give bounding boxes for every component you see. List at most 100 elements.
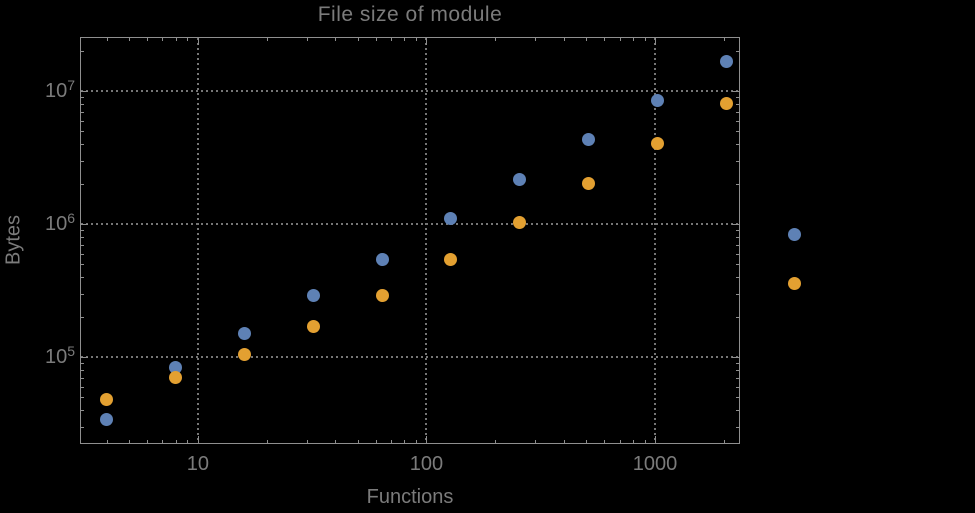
y-minor-tick (81, 409, 84, 411)
y-minor-tick (81, 51, 84, 53)
x-minor-tick (129, 38, 131, 41)
y-minor-tick (81, 143, 84, 145)
y-minor-tick (81, 236, 84, 238)
data-point-blue-series (375, 252, 389, 266)
data-point-blue-series (169, 360, 183, 374)
data-point-blue-series (306, 289, 320, 303)
data-point-blue-series (788, 227, 802, 241)
x-minor-tick (644, 38, 646, 41)
y-minor-tick (736, 397, 739, 399)
x-minor-tick (106, 38, 108, 41)
y-minor-tick (81, 386, 84, 388)
y-minor-tick (81, 230, 84, 232)
x-minor-tick (604, 440, 606, 443)
y-minor-tick (81, 276, 84, 278)
x-minor-tick (162, 38, 164, 41)
y-minor-tick (81, 397, 84, 399)
y-minor-tick (736, 230, 739, 232)
data-point-orange-series (169, 371, 183, 385)
y-minor-tick (736, 236, 739, 238)
x-minor-tick (723, 440, 725, 443)
x-minor-tick (375, 440, 377, 443)
x-minor-tick (535, 440, 537, 443)
x-minor-tick (404, 38, 406, 41)
data-point-orange-series (582, 176, 596, 190)
x-gridline (196, 38, 199, 443)
data-point-orange-series (788, 276, 802, 290)
chart-title: File size of module (317, 3, 503, 26)
x-minor-tick (495, 440, 497, 443)
y-minor-tick (81, 184, 84, 186)
y-minor-tick (736, 97, 739, 99)
data-point-orange-series (444, 252, 458, 266)
x-minor-tick (266, 440, 268, 443)
y-gridline (81, 356, 739, 359)
data-point-blue-series (582, 132, 596, 146)
y-major-tick (81, 357, 88, 359)
x-minor-tick (586, 38, 588, 41)
y-minor-tick (81, 103, 84, 105)
y-minor-tick (736, 184, 739, 186)
x-minor-tick (162, 440, 164, 443)
y-minor-tick (736, 426, 739, 428)
data-point-blue-series (719, 54, 733, 68)
x-minor-tick (564, 440, 566, 443)
x-minor-tick (604, 38, 606, 41)
x-minor-tick (175, 440, 177, 443)
x-minor-tick (632, 38, 634, 41)
y-minor-tick (736, 103, 739, 105)
x-major-tick (654, 436, 656, 443)
data-point-blue-series (650, 93, 664, 107)
plot-frame (80, 37, 740, 444)
y-minor-tick (81, 369, 84, 371)
y-major-tick (732, 224, 739, 226)
data-point-orange-series (306, 319, 320, 333)
x-major-tick (654, 38, 656, 45)
x-minor-tick (375, 38, 377, 41)
x-minor-tick (147, 440, 149, 443)
x-minor-tick (129, 440, 131, 443)
y-major-tick (732, 91, 739, 93)
data-point-orange-series (375, 289, 389, 303)
x-minor-tick (306, 440, 308, 443)
y-minor-tick (81, 160, 84, 162)
y-minor-tick (736, 244, 739, 246)
x-gridline (653, 38, 656, 443)
y-minor-tick (736, 51, 739, 53)
y-tick-label: 106 (44, 210, 75, 236)
x-minor-tick (306, 38, 308, 41)
data-point-blue-series (238, 326, 252, 340)
data-point-orange-series (650, 137, 664, 151)
y-tick-label: 105 (44, 343, 75, 369)
y-minor-tick (81, 293, 84, 295)
x-minor-tick (415, 440, 417, 443)
y-minor-tick (736, 293, 739, 295)
data-point-orange-series (719, 97, 733, 111)
data-point-orange-series (100, 392, 114, 406)
x-minor-tick (147, 38, 149, 41)
y-minor-tick (736, 377, 739, 379)
x-minor-tick (175, 38, 177, 41)
y-tick-label: 107 (44, 77, 75, 103)
y-minor-tick (81, 253, 84, 255)
x-minor-tick (723, 38, 725, 41)
x-axis-label: Functions (366, 486, 454, 508)
y-minor-tick (81, 363, 84, 365)
x-minor-tick (586, 440, 588, 443)
y-minor-tick (736, 317, 739, 319)
y-minor-tick (81, 244, 84, 246)
x-gridline (425, 38, 428, 443)
x-tick-label: 10 (186, 453, 209, 475)
x-tick-label: 1000 (632, 453, 678, 475)
x-minor-tick (619, 38, 621, 41)
y-minor-tick (736, 386, 739, 388)
y-minor-tick (81, 377, 84, 379)
x-minor-tick (495, 38, 497, 41)
x-minor-tick (564, 38, 566, 41)
y-minor-tick (736, 131, 739, 133)
y-major-tick (81, 224, 88, 226)
x-minor-tick (404, 440, 406, 443)
x-minor-tick (335, 38, 337, 41)
x-minor-tick (357, 440, 359, 443)
